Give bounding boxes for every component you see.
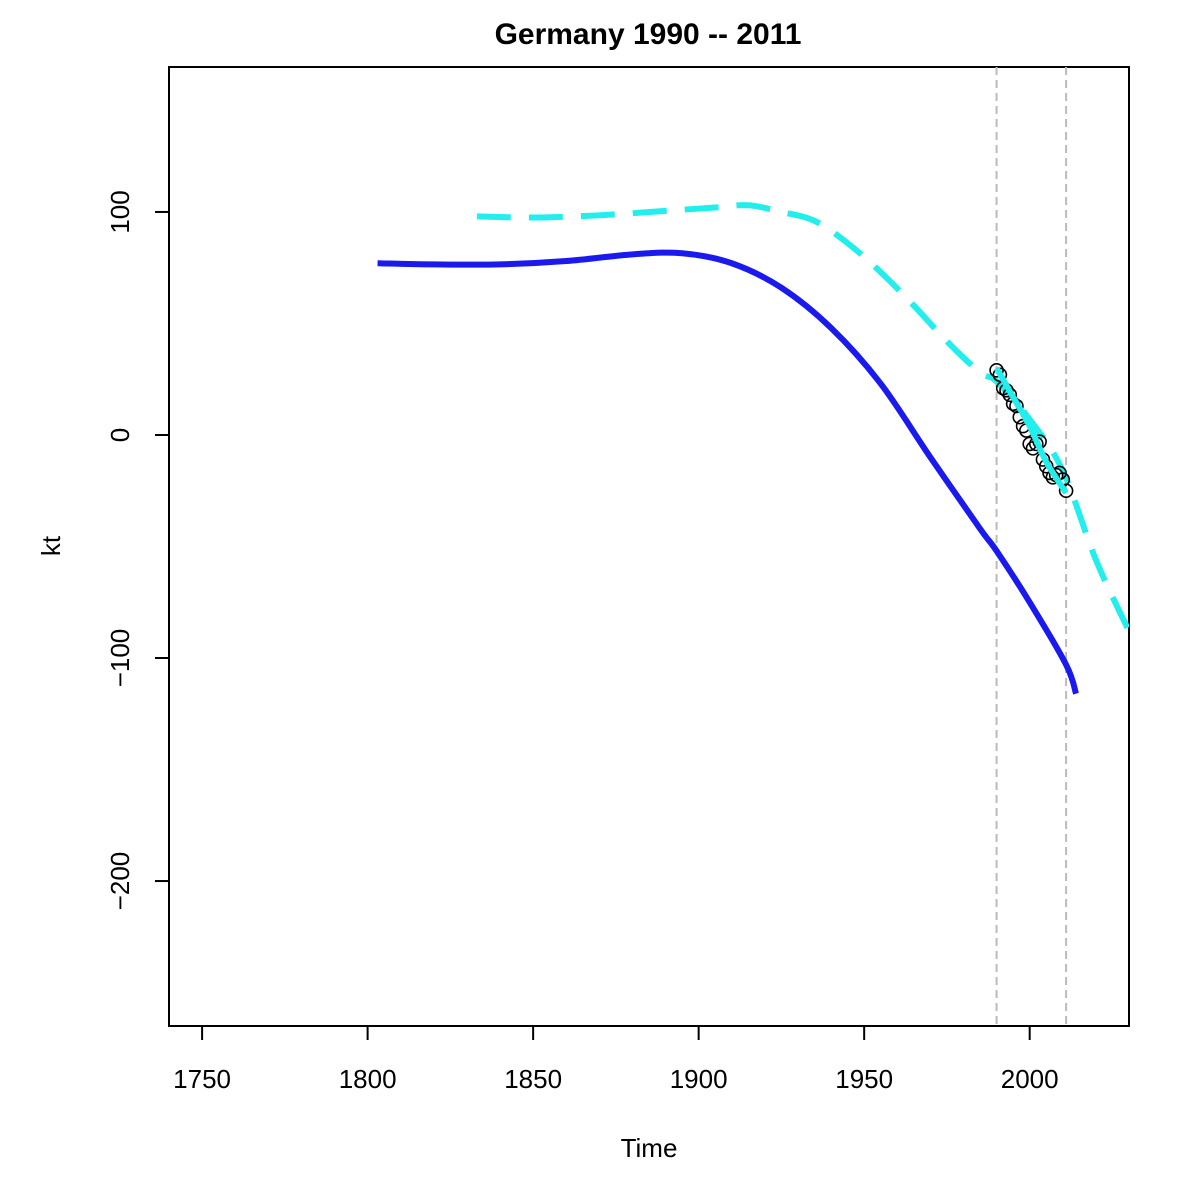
series-fitted-segment [993,366,1069,495]
series-layer [377,202,1129,695]
x-tick-label-1900: 1900 [670,1064,728,1094]
series-solid-line [377,249,1079,695]
data-point-2011 [1058,483,1074,499]
y-tick-label--100: −100 [105,629,135,688]
x-axis-label: Time [621,1133,678,1163]
data-point-1990 [989,363,1004,378]
x-tick-label-1950: 1950 [835,1064,893,1094]
y-axis: −200 −100 0 100 [105,190,169,910]
x-tick-label-1850: 1850 [504,1064,562,1094]
y-axis-label: kt [36,535,66,556]
chart-title: Germany 1990 -- 2011 [495,18,802,51]
reference-lines [995,67,1068,1026]
y-tick-label-100: 100 [105,190,135,233]
plot-frame [168,66,1130,1027]
y-tick-label--200: −200 [105,852,135,911]
x-tick-label-1800: 1800 [339,1064,397,1094]
x-tick-label-2000: 2000 [1001,1064,1059,1094]
y-tick-label-0: 0 [105,428,135,442]
x-tick-label-1750: 1750 [173,1064,231,1094]
series-dashed-line [476,202,1129,633]
x-axis: 1750 1800 1850 1900 1950 2000 [173,1026,1059,1094]
